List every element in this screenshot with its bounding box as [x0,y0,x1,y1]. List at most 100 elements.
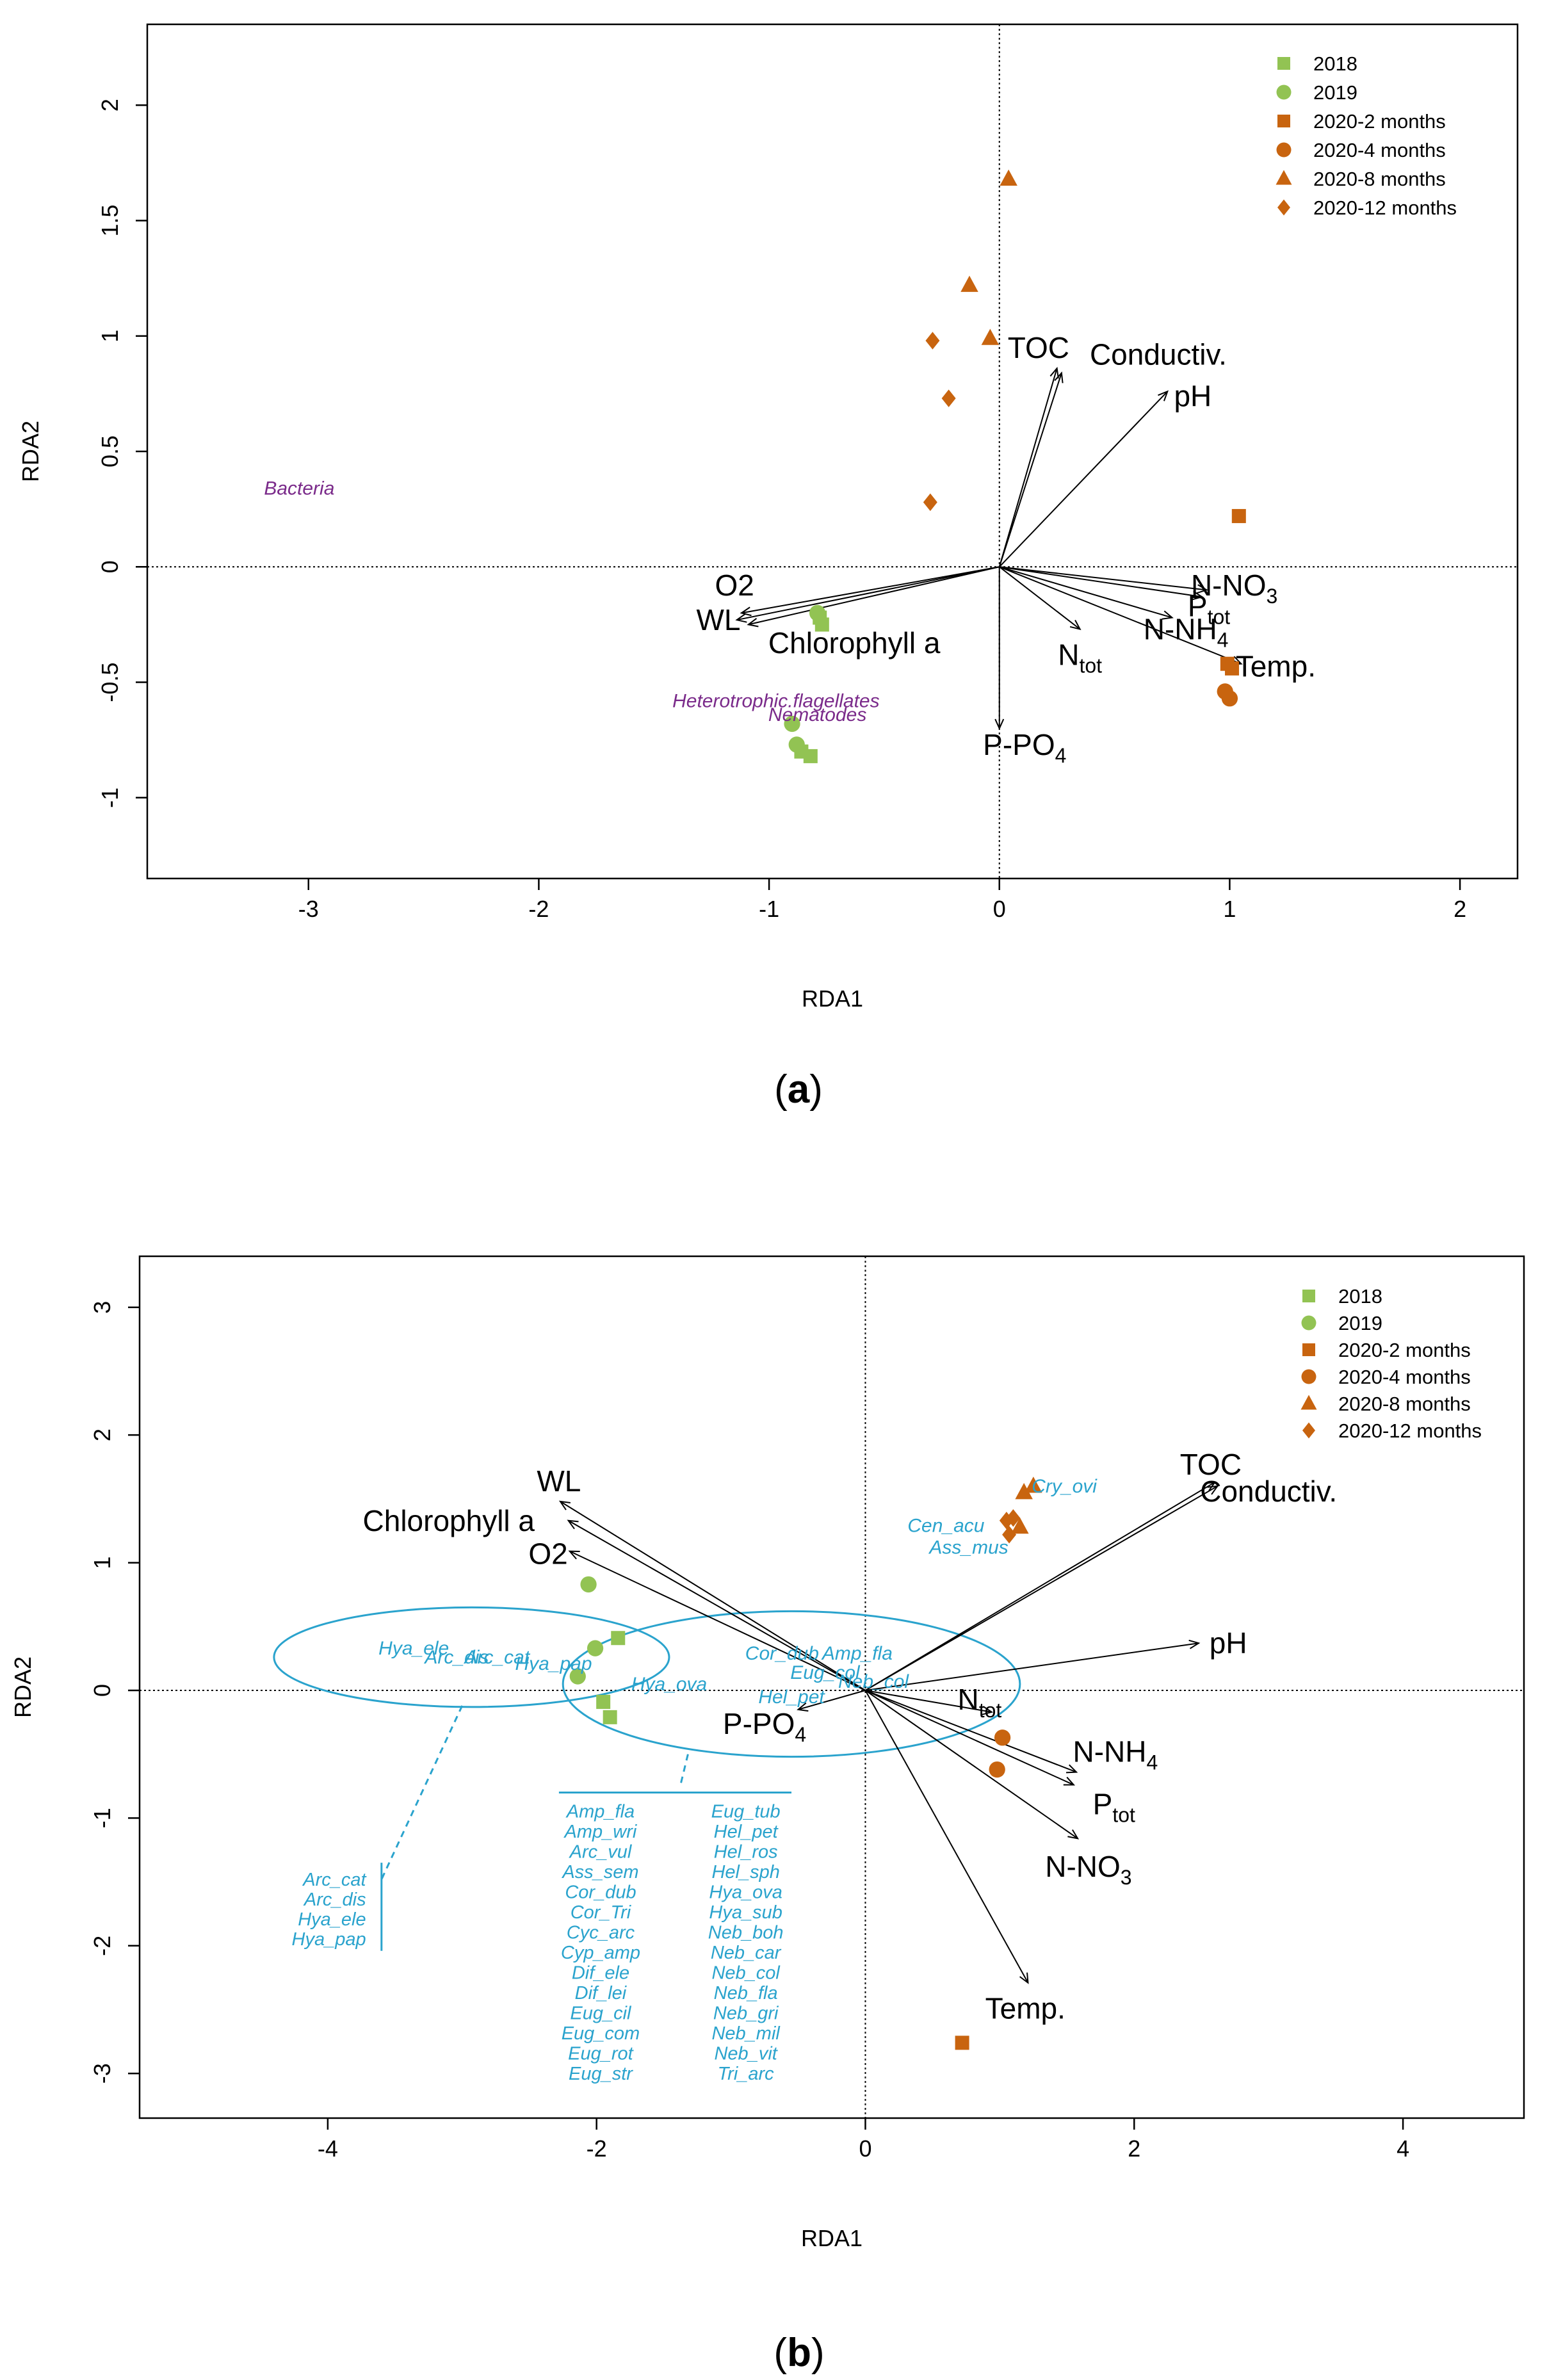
y-axis-title: RDA2 [17,421,44,482]
species-label: Nematodes [768,704,866,725]
site-point [580,1576,597,1593]
species-label: Cry_ovi [1032,1476,1097,1497]
env-arrow-p-po [798,1690,866,1710]
species-list-right-item: Hel_pet [714,1822,779,1842]
env-arrow-head [1067,1829,1080,1840]
env-arrow-label: Ntot [1058,638,1102,677]
x-tick-label: -3 [298,896,319,922]
env-arrow-n [865,1689,992,1713]
species-label: Arc_dis [423,1647,489,1668]
env-arrow-label: Chlorophyll a [363,1504,535,1537]
y-tick-label: 2 [89,1429,115,1441]
env-arrow-conductiv- [998,373,1062,567]
env-arrow-label: WL [696,603,740,636]
legend-label: 2020-4 months [1338,1366,1471,1388]
legend-marker [1300,1395,1317,1410]
species-list-right-item: Eug_rot [568,2043,635,2064]
y-tick-label: 0 [97,560,123,573]
species-label: Ass_mus [928,1537,1008,1558]
y-tick-label: 1 [97,330,123,343]
env-arrow-head [1065,1764,1078,1774]
env-arrow-head [1204,1481,1217,1491]
species-list-right-item: Neb_boh [708,1922,784,1943]
species-list-right-item: Cyc_arc [567,1922,635,1943]
env-arrow-n-nh [999,566,1172,619]
env-arrow-label: Temp. [985,1992,1065,2025]
env-arrow-n-nh [865,1690,1077,1773]
env-arrow-head [994,718,1005,731]
site-point [603,1710,617,1724]
env-arrow-label: P-PO4 [723,1707,806,1746]
env-arrow-head [1049,366,1059,379]
species-list-right-item: Amp_wri [563,1822,638,1842]
site-point [981,328,1000,345]
legend-marker [1277,115,1290,127]
env-arrow-head [1196,584,1208,594]
site-point [1231,508,1246,523]
env-arrow-label: Ptot [1093,1787,1135,1826]
plot-frame [138,1255,1525,2119]
legend-label: 2020-4 months [1313,139,1446,161]
species-list-right-item: Hya_sub [709,1902,782,1923]
y-tick-label: -0.5 [97,663,123,702]
env-arrow-wl [736,566,1000,621]
env-arrow-label: TOC [1008,331,1069,364]
y-tick-label: 1 [89,1557,115,1569]
env-arrow-n [999,566,1081,630]
species-list-right-item: Neb_vit [714,2043,778,2064]
species-cluster-ellipse [273,1606,670,1708]
legend-label: 2020-2 months [1338,1339,1471,1361]
env-arrow-p [999,566,1203,598]
species-list-right-item: Hel_sph [711,1862,779,1882]
legend-marker [1302,1290,1315,1302]
legend-marker [1277,199,1290,216]
legend-marker [1276,170,1292,185]
env-arrow-label: N-NH4 [1073,1735,1158,1774]
species-label: Bacteria [264,478,334,499]
site-point [925,332,940,350]
legend-marker [1277,57,1290,70]
site-point [569,1668,586,1685]
env-arrow-wl [560,1501,866,1691]
species-list-right-item: Neb_gri [713,2003,779,2023]
species-list-right-item: Eug_cil [570,2003,632,2023]
site-point [1221,690,1238,707]
env-arrow-ph [865,1642,1199,1691]
panel-label: (a) [774,1067,823,1112]
plot-frame [146,23,1519,880]
legend-label: 2019 [1338,1312,1382,1334]
panel-label: (b) [774,2331,824,2375]
env-arrow-toc [864,1482,1215,1691]
species-list-left-item: Arc_cat [302,1870,367,1890]
x-tick-label: 1 [1223,896,1236,922]
env-arrow-label: Chlorophyll a [768,626,941,660]
species-list-right-item: Amp_fla [565,1801,635,1822]
species-cluster-ellipse [562,1610,1021,1758]
site-point [923,493,937,512]
species-list-right-item: Tri_arc [718,2064,775,2084]
env-arrow-label: Temp. [1236,649,1316,683]
species-list-right-item: Eug_str [569,2064,633,2084]
site-point [960,275,978,292]
species-label: Hel_pet [758,1687,825,1708]
species-list-left-item: Arc_dis [303,1890,366,1910]
y-tick-label: 1.5 [97,204,123,236]
env-arrow-label: O2 [715,569,754,602]
legend-label: 2020-8 months [1338,1393,1471,1415]
species-list-right-item: Neb_fla [714,1983,778,2004]
env-arrow-head [740,606,752,617]
legend-label: 2020-12 months [1313,197,1457,219]
env-arrow-head [1063,1776,1076,1786]
site-point [1025,1477,1042,1493]
env-arrow-head [1207,1485,1219,1495]
y-tick-label: -1 [89,1808,115,1828]
x-tick-label: 2 [1128,2135,1140,2162]
site-point [1002,1525,1017,1544]
species-list-right-item: Eug_tub [711,1801,781,1822]
site-point [955,2036,969,2050]
x-tick-label: 0 [859,2135,871,2162]
species-list-right-item: Ass_sem [561,1862,638,1882]
env-arrow-o2 [741,566,1000,614]
